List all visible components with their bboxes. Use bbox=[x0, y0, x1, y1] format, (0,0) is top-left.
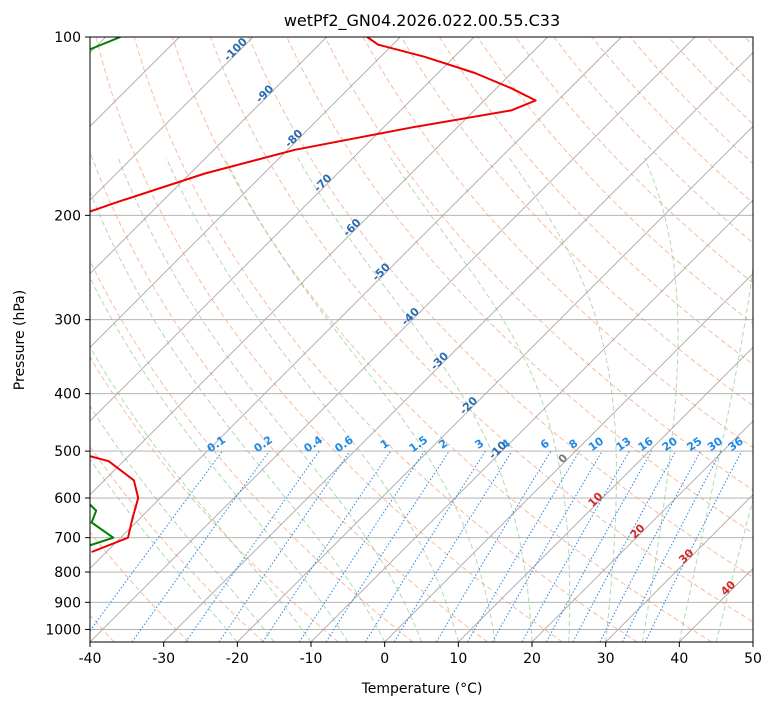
isotherm-line bbox=[90, 37, 475, 422]
dry-adiabat bbox=[477, 37, 753, 325]
x-tick-label: -10 bbox=[300, 651, 323, 667]
mixing-ratio-line bbox=[393, 450, 513, 642]
x-tick-label: 20 bbox=[523, 651, 541, 667]
x-tick-label: 30 bbox=[597, 651, 615, 667]
mixing-ratio-line bbox=[325, 450, 450, 642]
x-tick-label: 50 bbox=[744, 651, 762, 667]
dry-adiabat bbox=[286, 37, 753, 534]
y-axis-label: Pressure (hPa) bbox=[12, 290, 28, 390]
isotherm-line bbox=[310, 199, 753, 642]
x-axis-label: Temperature (°C) bbox=[361, 681, 483, 697]
dry-adiabat bbox=[171, 37, 712, 642]
mixing-ratio-line bbox=[185, 450, 320, 642]
x-tick-label: -40 bbox=[79, 651, 102, 667]
moist-adiabat bbox=[715, 497, 753, 642]
mixing-ratio-line bbox=[599, 450, 701, 642]
dry-adiabat bbox=[133, 37, 638, 642]
mixing-ratio-line bbox=[218, 450, 351, 642]
y-tick-label: 200 bbox=[54, 208, 81, 224]
y-tick-label: 500 bbox=[54, 444, 81, 460]
mixing-ratio-line bbox=[90, 450, 223, 632]
plot-frame bbox=[89, 36, 754, 643]
moist-adiabat bbox=[90, 276, 349, 642]
moist-adiabat bbox=[90, 458, 238, 642]
mixing-ratio-line bbox=[131, 450, 270, 642]
moist-adiabat bbox=[297, 157, 533, 642]
dry-adiabat bbox=[95, 37, 563, 642]
isotherm-line bbox=[90, 37, 254, 201]
dry-adiabat bbox=[324, 37, 753, 491]
moist-adiabat bbox=[90, 189, 386, 642]
x-tick-label: 0 bbox=[380, 651, 389, 667]
temperature-profile-line bbox=[90, 37, 537, 553]
isotherm-line bbox=[531, 420, 753, 642]
dry-adiabat bbox=[210, 37, 753, 623]
mixing-ratio-line bbox=[491, 450, 603, 642]
dry-adiabat bbox=[248, 37, 753, 578]
mixing-ratio-line bbox=[621, 450, 722, 642]
dry-adiabat bbox=[591, 37, 753, 204]
dry-adiabat bbox=[90, 531, 190, 642]
y-tick-label: 800 bbox=[54, 565, 81, 581]
mixing-ratio-line bbox=[298, 450, 425, 642]
moist-adiabat bbox=[678, 264, 753, 642]
y-tick-label: 400 bbox=[54, 387, 81, 403]
mixing-ratio-line bbox=[572, 450, 677, 642]
isotherm-line bbox=[237, 125, 753, 642]
y-axis: 100 200 300 400 500 600 700 800 900 1000 bbox=[45, 30, 90, 638]
y-tick-label: 300 bbox=[54, 313, 81, 329]
dry-adiabat bbox=[438, 37, 753, 365]
isotherm-line bbox=[90, 37, 327, 275]
moist-adiabat bbox=[224, 157, 496, 642]
dry-adiabat bbox=[90, 259, 414, 642]
x-tick-label: -30 bbox=[152, 651, 175, 667]
moist-adiabat bbox=[90, 405, 275, 642]
isotherm-line bbox=[605, 494, 753, 642]
y-tick-label: 700 bbox=[54, 531, 81, 547]
x-tick-label: 40 bbox=[670, 651, 688, 667]
moist-adiabat bbox=[117, 157, 422, 642]
x-tick-label: 10 bbox=[449, 651, 467, 667]
isotherm-line bbox=[90, 37, 548, 496]
dry-adiabat bbox=[90, 150, 488, 642]
isotherm-line bbox=[384, 273, 753, 642]
mixing-ratio-line bbox=[644, 450, 743, 642]
y-tick-label: 900 bbox=[54, 595, 81, 611]
moist-adiabat bbox=[165, 157, 459, 642]
mixing-ratio-line bbox=[364, 450, 486, 642]
isotherm-line bbox=[90, 37, 696, 642]
y-tick-label: 100 bbox=[54, 30, 81, 46]
x-axis: -40 -30 -20 -10 0 10 20 30 40 50 bbox=[79, 642, 762, 667]
isotherm-line bbox=[458, 346, 753, 642]
y-tick-label: 600 bbox=[54, 491, 81, 507]
y-tick-label: 1000 bbox=[45, 622, 81, 638]
dry-adiabat bbox=[553, 37, 753, 244]
x-tick-label: -20 bbox=[226, 651, 249, 667]
isotherm-line bbox=[90, 37, 401, 348]
dry-adiabat bbox=[400, 37, 753, 407]
chart-title: wetPf2_GN04.2026.022.00.55.C33 bbox=[284, 11, 560, 31]
moist-adiabat bbox=[90, 346, 312, 642]
mixing-ratio-line bbox=[521, 450, 630, 642]
mixing-ratio-line bbox=[545, 450, 653, 642]
isotherm-line bbox=[163, 52, 753, 642]
